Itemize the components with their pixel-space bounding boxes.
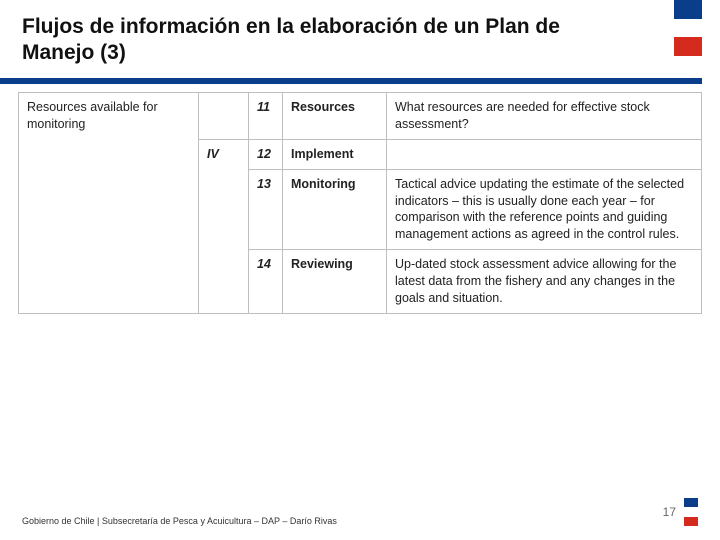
- cell-desc: [387, 139, 702, 169]
- cell-group: IV: [199, 139, 249, 313]
- page-number: 17: [663, 505, 676, 519]
- cell-left: Resources available for monitoring: [19, 93, 199, 314]
- flag-stripe-white: [684, 507, 698, 516]
- slide: Flujos de información en la elaboración …: [0, 0, 720, 540]
- cell-label: Monitoring: [283, 169, 387, 250]
- table-row: Resources available for monitoring 11 Re…: [19, 93, 702, 140]
- cell-label: Resources: [283, 93, 387, 140]
- corner-flag: [674, 0, 702, 56]
- cell-label: Reviewing: [283, 250, 387, 314]
- flag-stripe-red: [684, 517, 698, 526]
- cell-num: 13: [249, 169, 283, 250]
- footer: Gobierno de Chile | Subsecretaría de Pes…: [22, 498, 698, 526]
- flag-stripe-blue: [674, 0, 702, 19]
- table-container: Resources available for monitoring 11 Re…: [18, 92, 702, 314]
- mini-flag: [684, 498, 698, 526]
- flag-stripe-red: [674, 37, 702, 56]
- cell-num: 14: [249, 250, 283, 314]
- cell-desc: What resources are needed for effective …: [387, 93, 702, 140]
- flag-stripe-blue: [684, 498, 698, 507]
- flag-stripe-white: [674, 19, 702, 38]
- title-underline: [0, 78, 702, 84]
- page-title: Flujos de información en la elaboración …: [22, 14, 622, 67]
- footer-right: 17: [663, 498, 698, 526]
- cell-num: 12: [249, 139, 283, 169]
- footer-text: Gobierno de Chile | Subsecretaría de Pes…: [22, 516, 337, 526]
- cell-label: Implement: [283, 139, 387, 169]
- content-table: Resources available for monitoring 11 Re…: [18, 92, 702, 314]
- cell-desc: Tactical advice updating the estimate of…: [387, 169, 702, 250]
- cell-group: [199, 93, 249, 140]
- cell-desc: Up-dated stock assessment advice allowin…: [387, 250, 702, 314]
- cell-num: 11: [249, 93, 283, 140]
